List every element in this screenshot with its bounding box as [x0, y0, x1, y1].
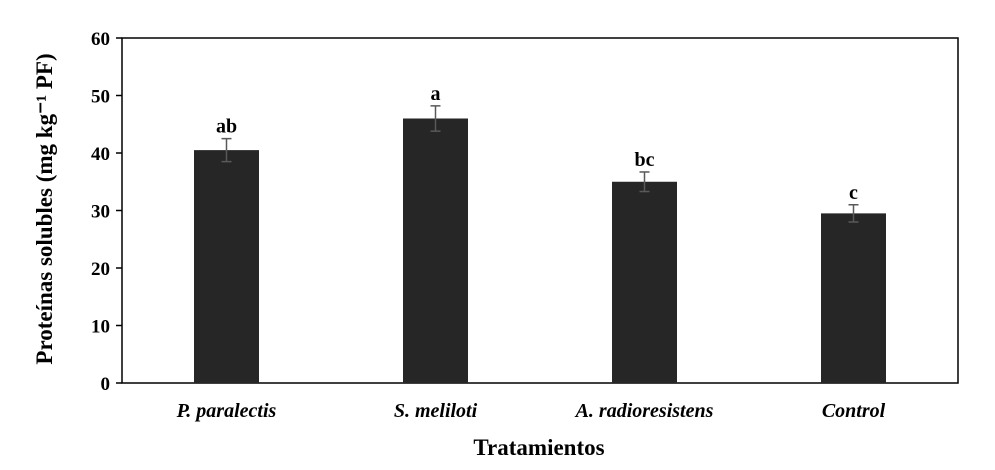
y-tick-label: 10 — [91, 317, 110, 338]
bar — [194, 150, 259, 383]
significance-letter: a — [431, 83, 441, 105]
y-tick-label: 40 — [91, 144, 110, 165]
x-tick-label: P. paralectis — [176, 400, 277, 422]
y-tick-label: 0 — [101, 374, 111, 395]
x-tick-label: S. meliloti — [394, 400, 478, 422]
x-axis-title: Tratamientos — [473, 435, 604, 460]
y-tick-label: 50 — [91, 87, 110, 108]
y-tick-label: 30 — [91, 202, 110, 223]
x-tick-label: A. radioresistens — [574, 400, 714, 422]
significance-letter: c — [849, 182, 858, 204]
bar — [821, 213, 886, 383]
bar — [403, 118, 468, 383]
x-tick-label: Control — [822, 400, 886, 422]
y-axis-title: Proteínas solubles (mg kg⁻¹ PF) — [32, 53, 57, 364]
y-tick-label: 20 — [91, 259, 110, 280]
plot-area: 0 10 20 30 40 50 60 ab P. paralectis a S. meliloti… — [91, 29, 959, 422]
y-tick-label: 60 — [91, 29, 110, 50]
significance-letter: bc — [635, 149, 655, 171]
bar — [612, 181, 677, 383]
significance-letter: ab — [216, 116, 237, 138]
